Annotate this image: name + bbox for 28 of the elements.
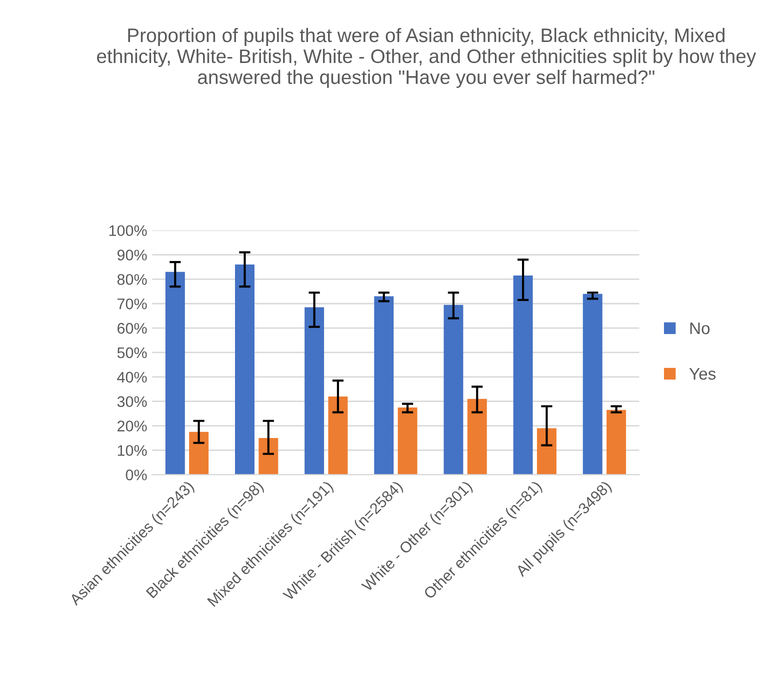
bar bbox=[606, 410, 626, 475]
bar bbox=[398, 407, 418, 475]
bar bbox=[304, 307, 324, 475]
bar bbox=[165, 272, 185, 475]
y-tick-label: 10% bbox=[118, 445, 147, 456]
y-tick-label: 70% bbox=[118, 298, 147, 310]
bar bbox=[582, 294, 602, 475]
y-tick-label: 100% bbox=[109, 225, 147, 236]
chart-title: Proportion of pupils that were of Asian ethnicity, Black ethnicity, Mixed ethnicity, White- British, White - Other, and Other ethnicities split by how they answered the question "Have you ever self harmed?" bbox=[97, 28, 756, 88]
bar bbox=[374, 296, 394, 475]
bar bbox=[189, 432, 209, 475]
bar bbox=[467, 398, 487, 475]
bar bbox=[513, 276, 533, 475]
y-tick-label: 50% bbox=[117, 347, 147, 358]
y-tick-label: 60% bbox=[118, 322, 147, 334]
y-tick-label: 0% bbox=[126, 470, 147, 480]
y-tick-label: 30% bbox=[117, 396, 147, 408]
bar bbox=[234, 264, 254, 475]
bar bbox=[328, 396, 348, 475]
bar bbox=[258, 438, 278, 475]
y-tick-label: 40% bbox=[117, 372, 147, 383]
bar bbox=[444, 304, 464, 475]
y-tick-label: 20% bbox=[118, 420, 147, 432]
bar bbox=[536, 428, 556, 475]
y-tick-label: 90% bbox=[117, 250, 147, 260]
legend-label: No bbox=[690, 322, 710, 334]
legend-label: Yes bbox=[689, 368, 716, 380]
y-tick-label: 80% bbox=[117, 274, 147, 285]
